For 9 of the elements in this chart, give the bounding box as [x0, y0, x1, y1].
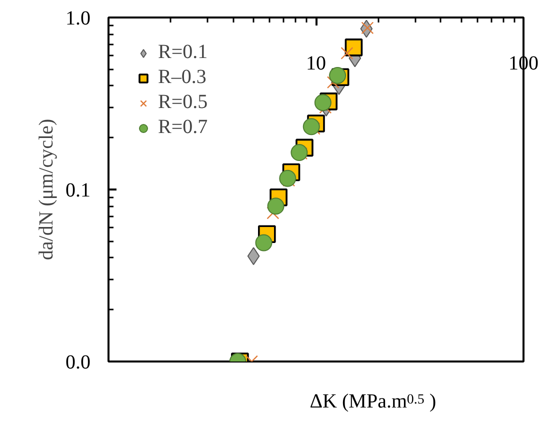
y-tick-label: 1.0: [66, 8, 90, 30]
legend-label: R–0.3: [158, 66, 206, 89]
y-axis-title: da/dN (μm/cycle): [36, 118, 58, 260]
x-tick-label: 10: [306, 52, 326, 74]
y-tick-label: 0.0: [66, 352, 90, 374]
legend-label: R=0.5: [158, 91, 208, 114]
legend-label: R=0.1: [158, 41, 208, 64]
y-tick-label: 0.1: [66, 180, 90, 202]
legend-label: R=0.7: [158, 116, 208, 139]
